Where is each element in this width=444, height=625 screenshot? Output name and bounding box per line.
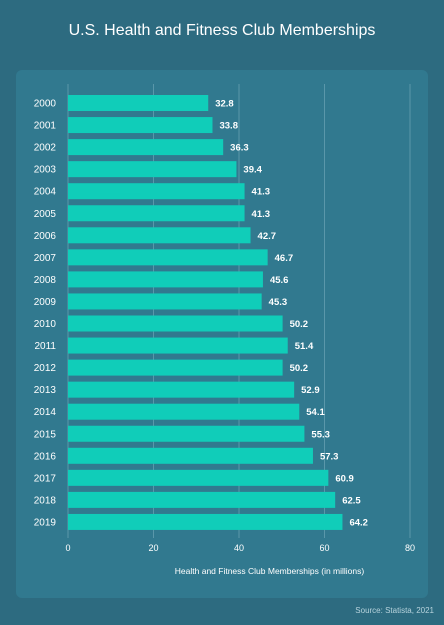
value-label: 41.3 xyxy=(252,187,271,198)
bar xyxy=(68,271,263,288)
x-tick-label: 40 xyxy=(234,543,244,553)
category-label: 2005 xyxy=(34,209,57,220)
category-label: 2009 xyxy=(34,297,57,308)
value-label: 51.4 xyxy=(295,341,314,352)
bar xyxy=(68,315,283,332)
value-label: 39.4 xyxy=(243,165,262,176)
x-tick-label: 80 xyxy=(405,543,415,553)
value-label: 54.1 xyxy=(306,407,325,418)
bar xyxy=(68,117,213,134)
category-label: 2011 xyxy=(34,341,56,352)
bar xyxy=(68,425,305,442)
value-label: 60.9 xyxy=(335,473,354,484)
category-label: 2015 xyxy=(34,429,57,440)
value-label: 46.7 xyxy=(275,253,294,264)
category-label: 2019 xyxy=(34,517,57,528)
bar xyxy=(68,183,245,200)
category-label: 2014 xyxy=(34,407,57,418)
x-tick-label: 0 xyxy=(65,543,70,553)
x-axis-title: Health and Fitness Club Memberships (in … xyxy=(175,566,365,576)
category-label: 2008 xyxy=(34,275,57,286)
bar xyxy=(68,161,237,178)
value-label: 52.9 xyxy=(301,385,320,396)
chart-title: U.S. Health and Fitness Club Memberships xyxy=(68,22,376,39)
bar xyxy=(68,95,209,111)
category-label: 2010 xyxy=(34,319,57,330)
category-label: 2004 xyxy=(34,187,57,198)
category-label: 2003 xyxy=(34,165,57,176)
value-label: 32.8 xyxy=(215,99,234,110)
bar xyxy=(68,381,295,398)
bar xyxy=(68,447,313,464)
value-label: 50.2 xyxy=(290,363,309,374)
bar xyxy=(68,403,300,420)
category-label: 2012 xyxy=(34,363,57,374)
category-label: 2018 xyxy=(34,495,57,506)
value-label: 36.3 xyxy=(230,143,249,154)
value-label: 42.7 xyxy=(258,231,277,242)
value-label: 62.5 xyxy=(342,495,361,506)
value-label: 45.3 xyxy=(269,297,288,308)
bar xyxy=(68,491,336,508)
category-label: 2002 xyxy=(34,143,57,154)
category-label: 2013 xyxy=(34,385,57,396)
chart-panel: 0 20 40 60 80 2000 32.8 2001 33.8 2002 36.3 2003 39.… xyxy=(16,70,428,598)
value-label: 41.3 xyxy=(252,209,271,220)
bar xyxy=(68,293,262,310)
value-label: 45.6 xyxy=(270,275,289,286)
bar xyxy=(68,205,245,222)
value-label: 57.3 xyxy=(320,451,339,462)
value-label: 33.8 xyxy=(219,121,238,132)
category-label: 2006 xyxy=(34,231,57,242)
bar xyxy=(68,469,329,486)
category-label: 2000 xyxy=(34,99,57,110)
value-label: 50.2 xyxy=(290,319,309,330)
x-tick-label: 60 xyxy=(319,543,329,553)
bar xyxy=(68,249,268,266)
value-label: 55.3 xyxy=(311,429,330,440)
bar-chart: 0 20 40 60 80 2000 32.8 2001 33.8 2002 36.3 2003 39.… xyxy=(34,84,415,576)
bar xyxy=(68,227,251,244)
source-note: Source: Statista, 2021 xyxy=(355,606,434,615)
category-label: 2017 xyxy=(34,473,57,484)
category-label: 2007 xyxy=(34,253,57,264)
category-label: 2001 xyxy=(34,121,57,132)
bar xyxy=(68,359,283,376)
bar xyxy=(68,513,343,530)
bar xyxy=(68,337,288,354)
bar xyxy=(68,139,224,156)
x-tick-label: 20 xyxy=(148,543,158,553)
category-label: 2016 xyxy=(34,451,57,462)
value-label: 64.2 xyxy=(349,517,368,528)
